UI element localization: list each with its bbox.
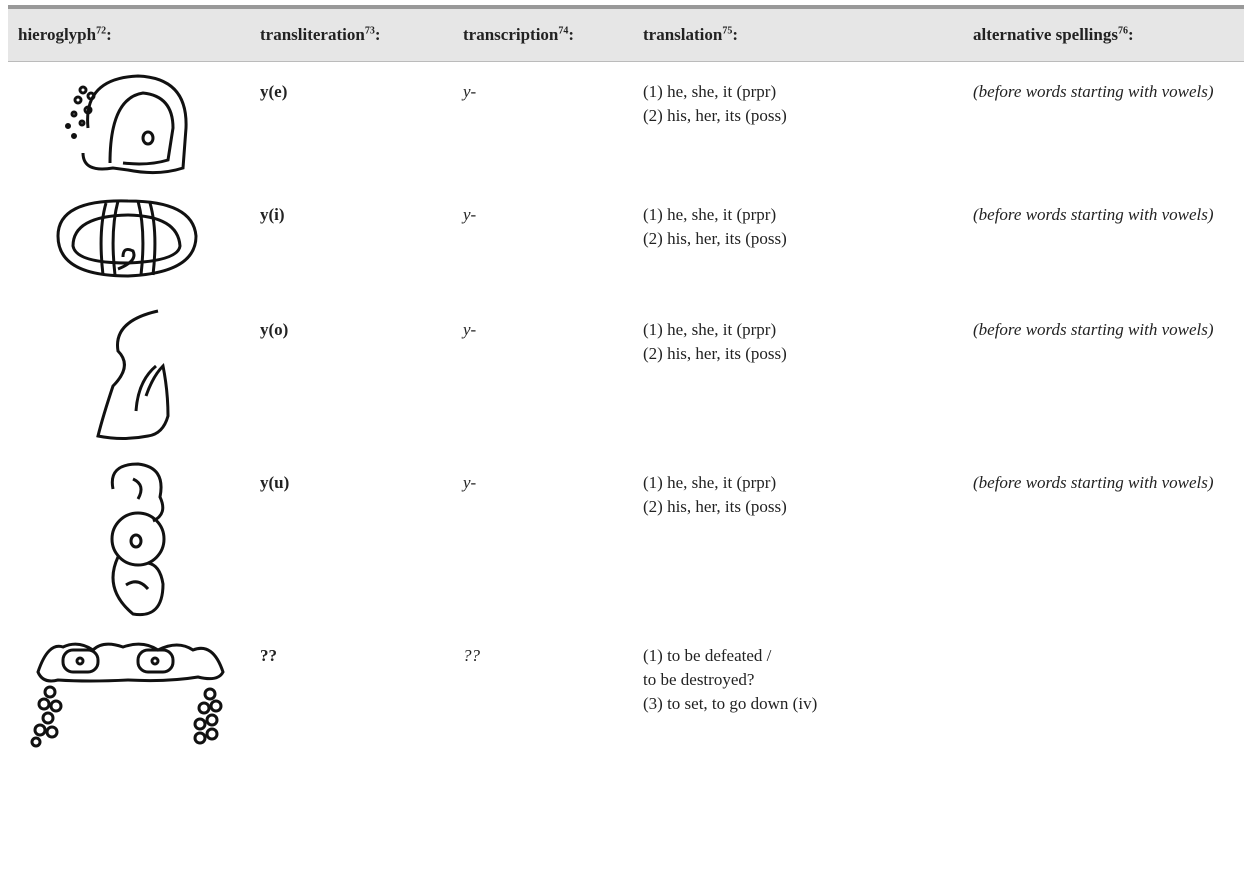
alternative-spelling: (before words starting with vowels) [973, 320, 1214, 339]
hieroglyph [56, 199, 198, 278]
table-body: y(e) y- (1) he, she, it (prpr) (2) his, her… [8, 62, 1244, 842]
header-suffix: : [1127, 25, 1134, 44]
header-suffix: : [568, 25, 575, 44]
hieroglyph-cell [8, 300, 250, 453]
footnote-ref: 72 [96, 25, 107, 37]
transliteration: y(u) [260, 473, 290, 492]
hieroglyph-cell [8, 185, 250, 300]
alternative-spelling: (before words starting with vowels) [973, 473, 1214, 492]
header-suffix: : [106, 25, 112, 44]
translation: (1) he, she, it (prpr) (2) his, her, its … [633, 62, 963, 186]
translation-line: to be destroyed? [643, 670, 755, 689]
translation: (1) he, she, it (prpr) (2) his, her, its … [633, 300, 963, 453]
translation-line: (1) he, she, it (prpr) [643, 473, 777, 492]
header-label: alternative spellings [973, 25, 1118, 44]
header-suffix: : [732, 25, 739, 44]
header-row: hieroglyph72: transliteration73: transcrip… [8, 7, 1244, 62]
translation-line: (1) to be defeated / [643, 646, 772, 665]
hieroglyph [65, 74, 188, 175]
translation-line: (2) his, her, its (poss) [643, 229, 787, 248]
transcription: y- [463, 320, 477, 339]
table-row: y(o) y- (1) he, she, it (prpr) (2) his, her… [8, 300, 1244, 453]
footnote-ref: 76 [1117, 25, 1128, 37]
transcription: y- [463, 82, 477, 101]
translation: (1) to be defeated / to be destroyed? (3) … [633, 626, 963, 841]
translation-line: (1) he, she, it (prpr) [643, 82, 777, 101]
alternative-spelling: (before words starting with vowels) [973, 205, 1214, 224]
footnote-ref: 73 [364, 25, 375, 37]
translation-line: (1) he, she, it (prpr) [643, 320, 777, 339]
glyph-table: hieroglyph72: transliteration73: transcrip… [8, 5, 1244, 841]
transcription: y- [463, 205, 477, 224]
transliteration: y(i) [260, 205, 285, 224]
header-label: translation [643, 25, 723, 44]
translation: (1) he, she, it (prpr) (2) his, her, its … [633, 185, 963, 300]
hieroglyph [110, 462, 166, 617]
header-label: hieroglyph [18, 25, 97, 44]
translation-line: (3) to set, to go down (iv) [643, 694, 818, 713]
translation-line: (2) his, her, its (poss) [643, 106, 787, 125]
transliteration: ?? [260, 646, 277, 665]
translation-line: (2) his, her, its (poss) [643, 497, 787, 516]
table-row: y(i) y- (1) he, she, it (prpr) (2) his, her… [8, 185, 1244, 300]
translation-line: (2) his, her, its (poss) [643, 344, 787, 363]
translation: (1) he, she, it (prpr) (2) his, her, its … [633, 453, 963, 626]
footnote-ref: 75 [722, 25, 733, 37]
translation-line: (1) he, she, it (prpr) [643, 205, 777, 224]
header-cell: transcription74: [453, 7, 633, 62]
header-cell: hieroglyph72: [8, 7, 250, 62]
transliteration: y(o) [260, 320, 289, 339]
header-label: transliteration [260, 25, 365, 44]
hieroglyph [30, 642, 225, 748]
alternative-spelling [963, 626, 1244, 841]
table-row: ???? (1) to be defeated / to be destroyed?… [8, 626, 1244, 841]
hieroglyph-cell [8, 626, 250, 841]
hieroglyph-cell [8, 453, 250, 626]
transcription: y- [463, 473, 477, 492]
table-row: y(e) y- (1) he, she, it (prpr) (2) his, her… [8, 62, 1244, 186]
header-cell: translation75: [633, 7, 963, 62]
header-cell: transliteration73: [250, 7, 453, 62]
transcription: ?? [463, 646, 480, 665]
header-cell: alternative spellings76: [963, 7, 1244, 62]
hieroglyph [96, 309, 170, 440]
footnote-ref: 74 [558, 25, 569, 37]
table-row: y(u) y- (1) he, she, it (prpr) (2) his, her… [8, 453, 1244, 626]
alternative-spelling: (before words starting with vowels) [973, 82, 1214, 101]
hieroglyph-cell [8, 62, 250, 186]
transliteration: y(e) [260, 82, 288, 101]
header-suffix: : [374, 25, 381, 44]
header-label: transcription [463, 25, 559, 44]
